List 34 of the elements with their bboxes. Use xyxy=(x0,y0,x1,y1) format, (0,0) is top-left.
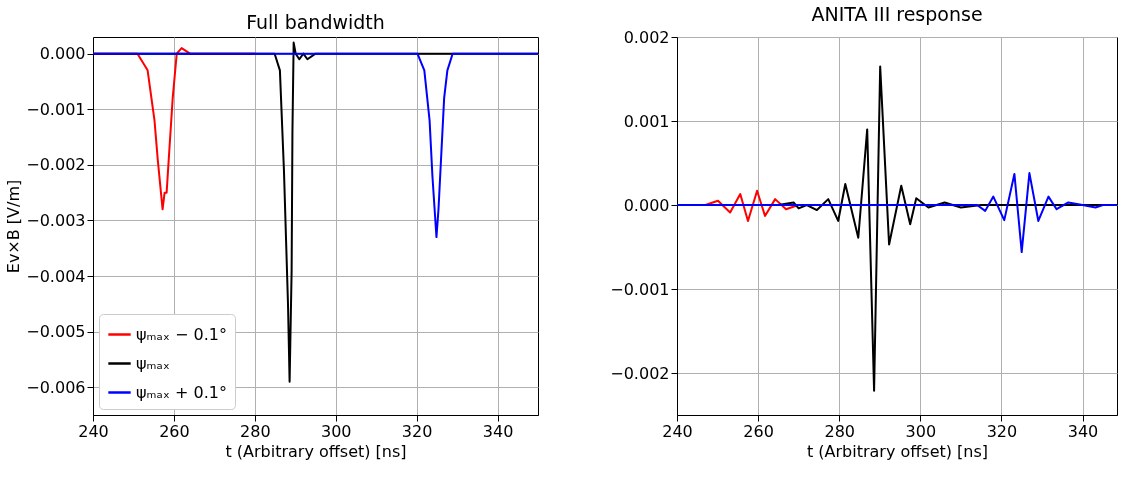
x-tick-label: 240 xyxy=(662,421,693,441)
legend-label: ψₘₐₓ xyxy=(136,353,170,373)
y-tick-label: −0.002 xyxy=(610,363,670,383)
y-tick-label: −0.004 xyxy=(26,266,86,286)
x-tick-label: 340 xyxy=(1067,421,1099,441)
y-tick-label: −0.005 xyxy=(26,322,86,342)
y-tick-label: −0.006 xyxy=(26,377,86,397)
x-tick-label: 300 xyxy=(905,421,937,441)
y-tick-label: 0.001 xyxy=(623,111,670,131)
y-tick-label: −0.002 xyxy=(26,155,86,175)
y-axis-title: Ev×B [V/m] xyxy=(4,179,24,274)
y-tick-label: 0.000 xyxy=(39,44,86,64)
line-series xyxy=(677,172,1117,254)
x-tick-label: 320 xyxy=(986,421,1018,441)
x-tick-label: 320 xyxy=(401,421,433,441)
x-tick-label: 340 xyxy=(482,421,514,441)
y-tick-label: −0.003 xyxy=(26,210,86,230)
legend-label: ψₘₐₓ + 0.1° xyxy=(136,382,227,402)
line-series xyxy=(93,52,538,239)
x-tick-label: 260 xyxy=(743,421,774,441)
x-tick-label: 280 xyxy=(824,421,855,441)
x-tick-label: 260 xyxy=(159,421,190,441)
y-tick-label: −0.001 xyxy=(610,279,670,299)
x-axis-title: t (Arbitrary offset) [ns] xyxy=(225,441,407,461)
y-tick-label: 0.002 xyxy=(623,27,670,47)
y-tick-label: −0.001 xyxy=(26,99,86,119)
x-tick-label: 280 xyxy=(240,421,271,441)
legend-label: ψₘₐₓ − 0.1° xyxy=(136,324,227,344)
chart-title: ANITA III response xyxy=(811,3,983,25)
chart-title: Full bandwidth xyxy=(246,11,385,33)
y-tick-label: 0.000 xyxy=(623,195,670,215)
x-tick-label: 240 xyxy=(78,421,109,441)
x-tick-label: 300 xyxy=(320,421,352,441)
x-axis-title: t (Arbitrary offset) [ns] xyxy=(806,441,989,461)
